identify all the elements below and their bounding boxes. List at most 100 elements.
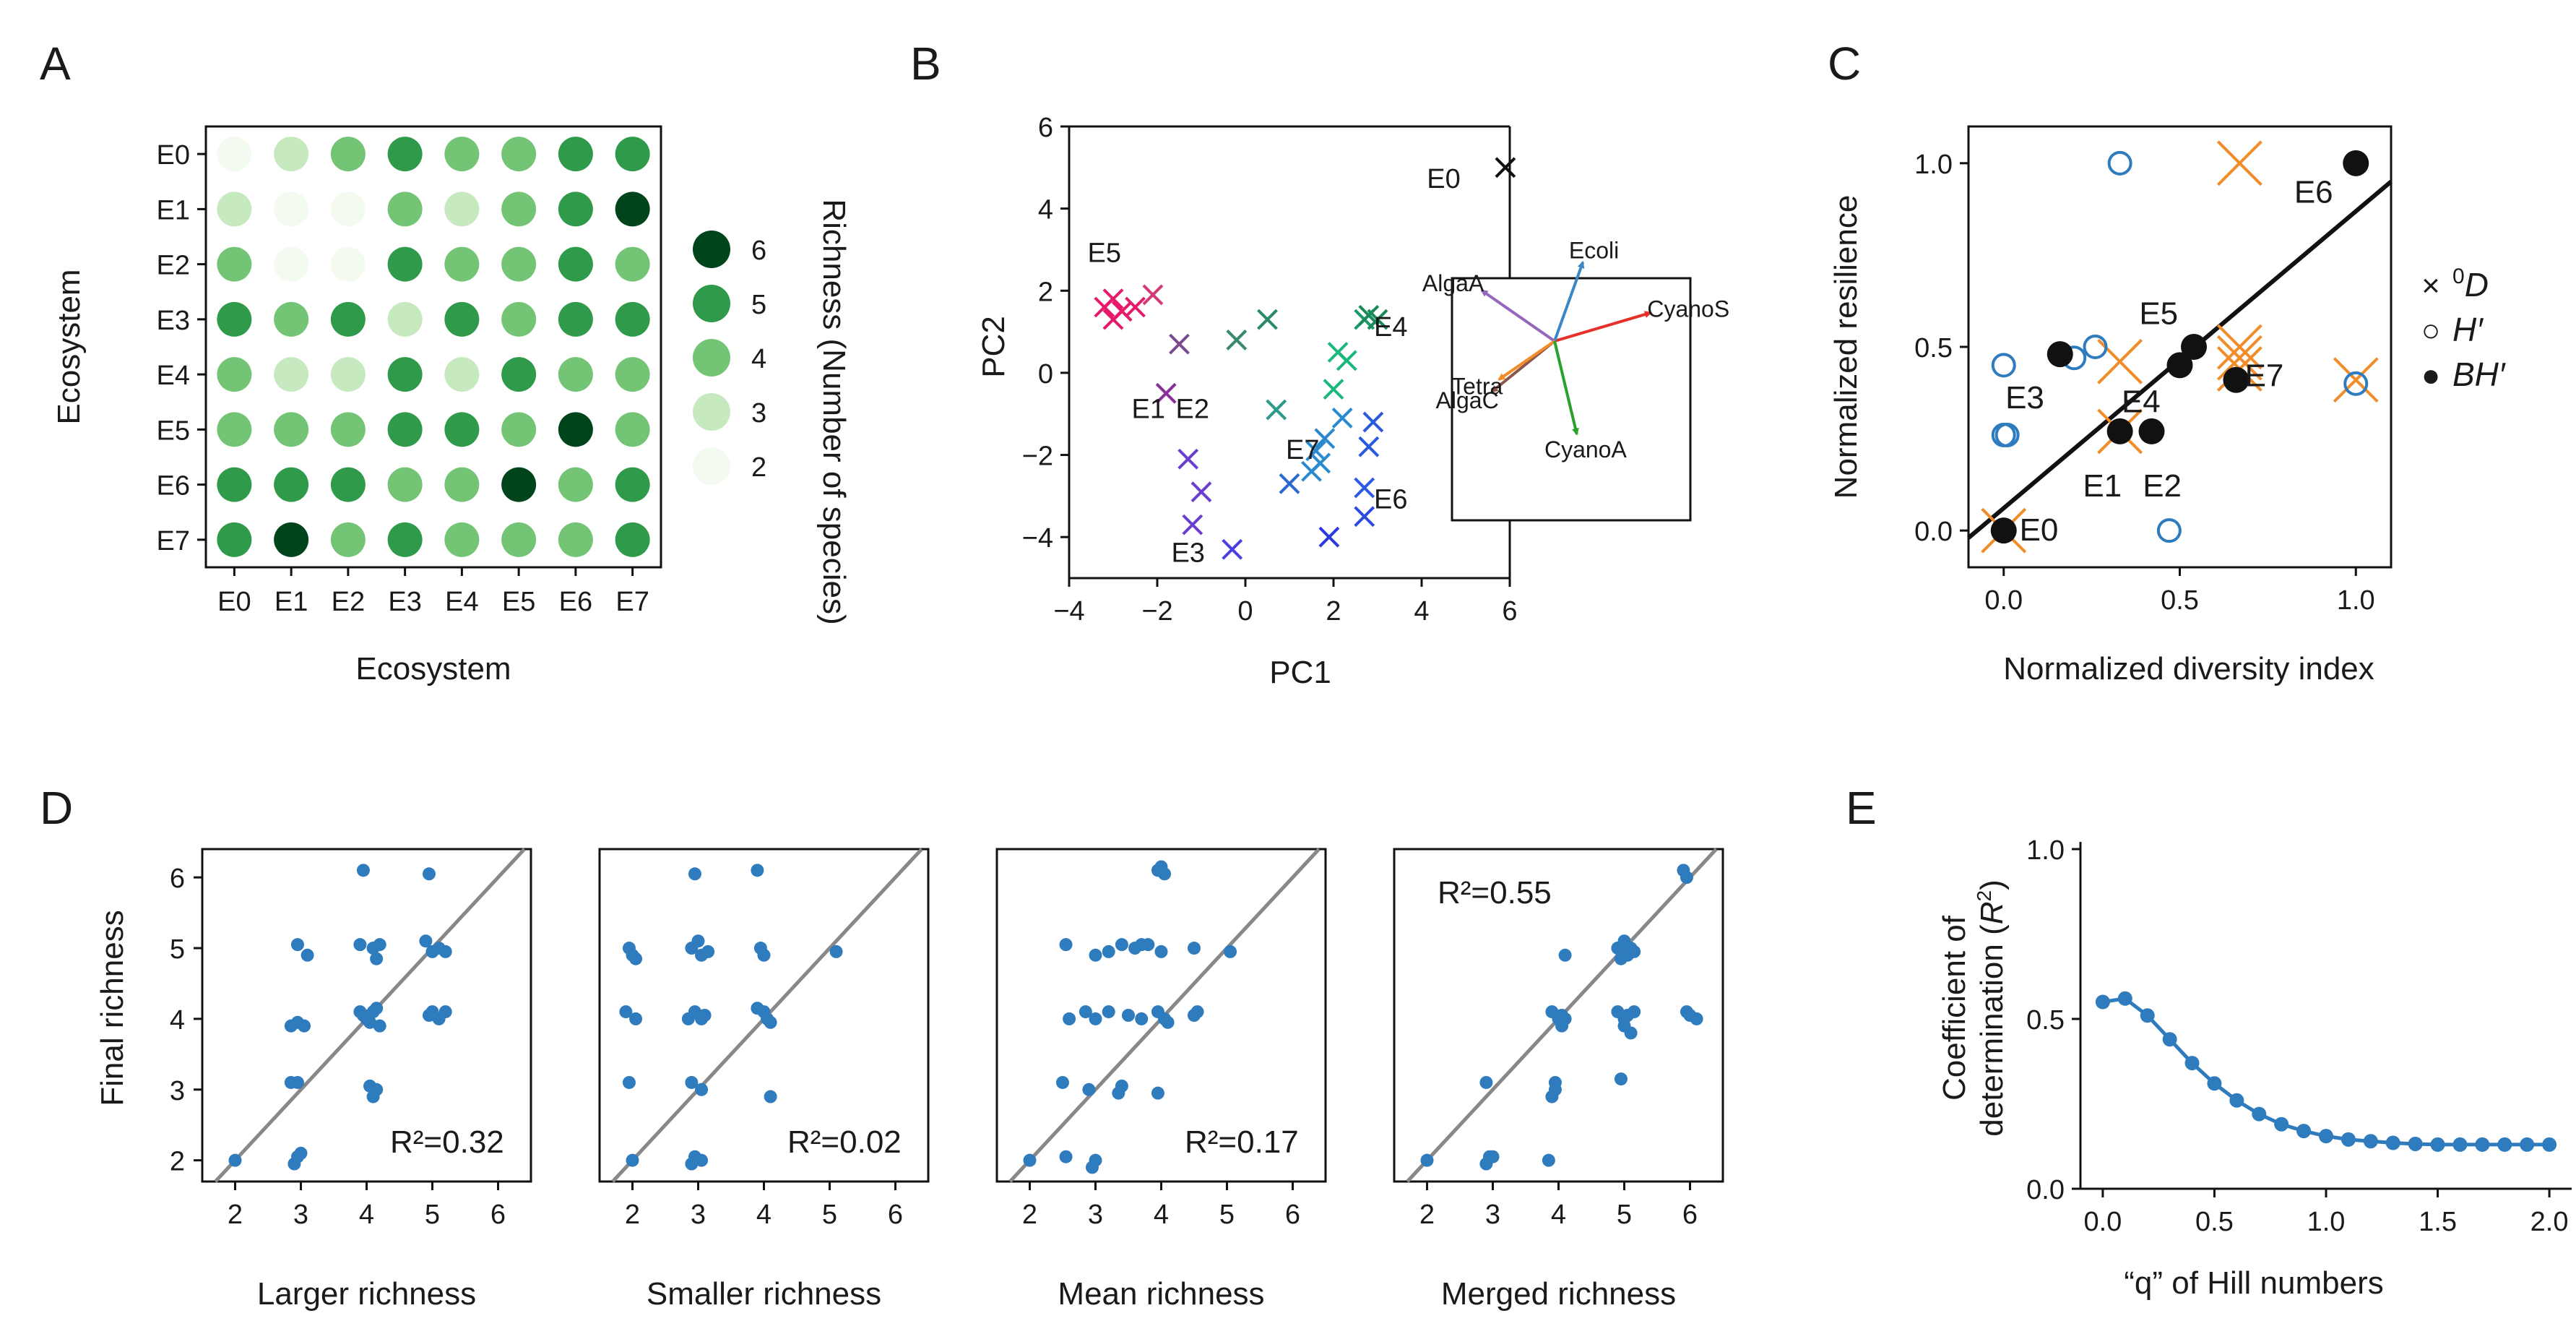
richness-point-1-6: [629, 952, 643, 965]
resilience-open-circle-point-4: [2083, 335, 2108, 359]
richness-point-2-7: [1115, 1079, 1128, 1093]
pca-point-28: [1362, 411, 1384, 433]
resilience-point-label-E3: E3: [2005, 380, 2044, 416]
hill-point-12: [2363, 1134, 2378, 1149]
hill-point-13: [2385, 1135, 2400, 1150]
heatmap-dot-r1-c1: [274, 192, 309, 227]
richness-point-1-15: [698, 1009, 712, 1022]
richness-point-3-29: [1680, 871, 1693, 885]
richness-point-0-11: [356, 864, 370, 877]
richness-ytick-label-4: 6: [170, 864, 185, 894]
heatmap-legend-label-2: 2: [751, 452, 766, 483]
resilience-filled-circle-point-7: [2343, 150, 2369, 176]
heatmap-col-label-2: E2: [332, 587, 365, 617]
pca-xtick-label-2: 0: [1237, 596, 1253, 627]
resilience-x-point-6: [2333, 357, 2379, 403]
hill-point-17: [2475, 1137, 2490, 1152]
heatmap-dot-r3-c0: [217, 301, 252, 337]
resilience-point-label-E5: E5: [2139, 296, 2178, 331]
richness-xtick-label-2-0: 2: [1022, 1200, 1037, 1230]
resilience-filled-circle-point-2: [2106, 418, 2133, 444]
richness-subplot-2: 2 3 4 5 6 R²=0.17 Mean richness: [995, 848, 1327, 1312]
resilience-ytick-label-1: 0.5: [1914, 333, 1953, 363]
hill-point-16: [2452, 1137, 2468, 1152]
resilience-legend-marker-2: ●: [2421, 358, 2441, 393]
heatmap-dot-r7-c6: [558, 522, 593, 557]
pca-point-7: [1155, 382, 1177, 404]
pca-loading-arrow-CyanoA: [1553, 340, 1579, 436]
resilience-filled-circle-point-6: [2223, 366, 2249, 393]
richness-ytick-label-2: 4: [170, 1005, 185, 1036]
pca-point-3-stroke-b: [1111, 301, 1133, 322]
pca-xtick-label-1: −2: [1141, 596, 1172, 627]
pca-ytick-label-4: −2: [1022, 442, 1053, 472]
pca-point-4: [1102, 288, 1124, 310]
pca-loading-label-AlgaA: AlgaA: [1422, 270, 1484, 296]
hill-xtick-label-4: 2.0: [2530, 1207, 2569, 1237]
panel-b-pca: PC1 PC2 −4 −2 0 2 4 6 6 4 2 0 −2 −4 E0 E5 E1 E2 E3 E7 E6 E4…: [976, 113, 1729, 690]
pca-point-15: [1222, 538, 1243, 560]
resilience-x-point-5: [2216, 140, 2262, 186]
richness-point-2-32: [1135, 938, 1149, 952]
heatmap-dot-r5-c5: [501, 412, 537, 447]
pca-point-21: [1367, 309, 1388, 330]
richness-point-2-17: [1161, 1015, 1175, 1029]
heatmap-dot-r6-c2: [330, 467, 366, 502]
panel-e-xlabel: “q” of Hill numbers: [2124, 1265, 2383, 1301]
pca-point-label-E0: E0: [1427, 164, 1460, 194]
richness-point-2-3: [1089, 1153, 1102, 1167]
heatmap-dot-r2-c1: [274, 246, 309, 282]
richness-point-3-0: [1420, 1153, 1434, 1167]
heatmap-row-label-1: E1: [157, 195, 190, 225]
panel-c-resilience: Normalized diversity index Normalized re…: [1828, 125, 2506, 687]
resilience-open-circle-point-6: [2156, 518, 2182, 543]
richness-xtick-label-3-1: 3: [1485, 1200, 1500, 1230]
richness-point-2-21: [1089, 948, 1102, 962]
heatmap-legend-dot-2: [693, 447, 730, 485]
richness-point-2-14: [1135, 1012, 1149, 1025]
pca-point-22-stroke-b: [1305, 440, 1327, 462]
pca-point-17: [1336, 350, 1357, 371]
heatmap-dot-r0-c5: [501, 137, 537, 172]
richness-point-1-20: [688, 867, 701, 881]
heatmap-dot-r3-c7: [615, 301, 650, 337]
resilience-point-label-E2: E2: [2143, 468, 2182, 504]
heatmap-col-label-4: E4: [445, 587, 478, 617]
pca-point-label-E5: E5: [1088, 238, 1121, 269]
richness-point-1-17: [691, 934, 705, 948]
hill-point-9: [2296, 1124, 2312, 1139]
heatmap-dot-r1-c7: [615, 192, 650, 227]
pca-point-label-E2: E2: [1176, 394, 1209, 424]
richness-point-3-4: [1479, 1075, 1493, 1089]
pca-point-7-stroke-b: [1155, 382, 1177, 404]
pca-ytick-label-3: 0: [1038, 359, 1053, 390]
richness-point-2-22: [1102, 944, 1115, 958]
richness-xlabel-2: Mean richness: [1058, 1276, 1264, 1312]
resilience-open-circle-point-5: [2107, 150, 2132, 176]
resilience-legend-marker-0: ×: [2421, 268, 2440, 304]
richness-point-3-10: [1545, 1005, 1559, 1019]
pca-point-label-E3: E3: [1171, 538, 1204, 568]
hill-point-0: [2095, 994, 2110, 1010]
richness-point-3-13: [1558, 948, 1572, 962]
heatmap-dot-r5-c1: [274, 412, 309, 447]
hill-point-15: [2430, 1137, 2445, 1152]
richness-point-0-9: [290, 938, 304, 952]
pca-point-24: [1314, 428, 1336, 449]
panel-a-xlabel: Ecosystem: [355, 651, 511, 687]
richness-r2-3: R²=0.55: [1438, 875, 1552, 911]
resilience-point-label-E6: E6: [2294, 175, 2333, 210]
resilience-legend-label-1: H′: [2452, 311, 2484, 348]
pca-point-30: [1354, 477, 1375, 499]
panel-letter-a: A: [40, 38, 71, 90]
heatmap-dot-r4-c1: [274, 357, 309, 392]
heatmap-legend-dot-3: [693, 393, 730, 431]
pca-loading-arrow-Tetra: [1497, 340, 1556, 381]
richness-xtick-label-1-4: 6: [888, 1200, 903, 1230]
pca-point-10-stroke-b: [1257, 309, 1278, 330]
heatmap-dot-r0-c1: [274, 137, 309, 172]
panel-letter-b: B: [910, 38, 941, 90]
panel-b-xlabel: PC1: [1269, 655, 1331, 690]
pca-point-14-stroke-b: [1182, 514, 1203, 535]
